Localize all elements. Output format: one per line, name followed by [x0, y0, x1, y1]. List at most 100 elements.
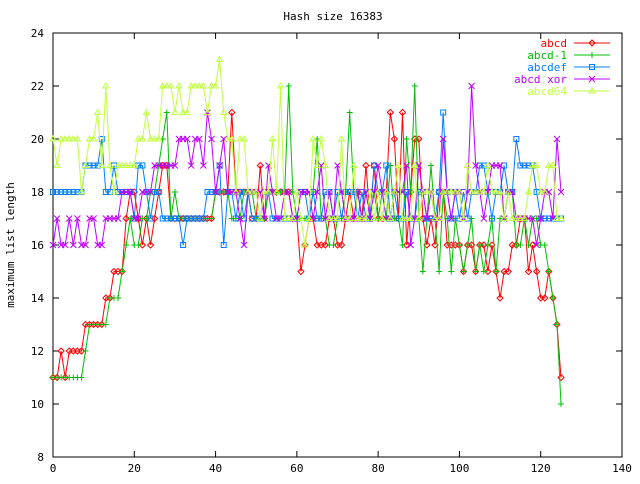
data-point-abcd64 [114, 161, 122, 168]
data-point-abcd64 [553, 214, 561, 221]
data-point-abcd64 [345, 214, 354, 221]
y-tick-label: 16 [31, 239, 44, 252]
data-point-abcd64 [455, 188, 464, 195]
data-point-abcd64 [146, 135, 155, 142]
data-point-abcd [484, 267, 492, 276]
legend-label-abcd: abcd [541, 37, 568, 50]
data-point-abcd-1 [436, 268, 443, 275]
data-point-abcdef [342, 189, 349, 195]
data-point-abcd64 [353, 214, 362, 221]
data-point-abcdef [318, 215, 325, 222]
data-point-abcdef [383, 162, 390, 169]
data-point-abcd-1 [119, 268, 126, 275]
data-point-abcd-xor [212, 188, 219, 196]
data-point-abcd-1 [558, 401, 565, 407]
data-point-abcd-1 [208, 215, 215, 222]
data-point-abcd [321, 241, 330, 249]
data-point-abcd64 [93, 108, 102, 115]
data-point-abcd64 [370, 214, 378, 221]
data-point-abcd64 [260, 188, 269, 195]
chart-title: Hash size 16383 [283, 10, 382, 23]
data-point-abcd [301, 241, 309, 249]
data-point-abcd64 [142, 108, 151, 115]
data-point-abcd64 [264, 188, 273, 195]
data-point-abcd-1 [448, 268, 455, 275]
data-point-abcdef [403, 189, 410, 195]
data-point-abcd-1 [525, 242, 532, 248]
data-point-abcd [504, 267, 512, 276]
data-point-abcd64 [97, 161, 106, 168]
data-point-abcd64 [179, 108, 187, 115]
data-point-abcd64 [187, 82, 196, 89]
data-point-abcd [532, 267, 541, 276]
series-line-abcd64 [52, 59, 561, 246]
y-tick-label: 22 [31, 80, 44, 93]
data-point-abcd64 [325, 214, 334, 221]
data-point-abcd64 [520, 214, 529, 221]
data-point-abcd64 [459, 214, 468, 221]
series-abcd64 [49, 55, 565, 248]
data-point-abcd [256, 161, 264, 170]
data-point-abcd-xor [171, 162, 179, 169]
data-point-abcd-xor [53, 215, 61, 222]
data-point-abcd64 [69, 135, 78, 142]
legend-label-abcd64: abcd64 [527, 85, 567, 98]
data-point-abcd64 [195, 82, 204, 89]
data-point-abcd-xor [557, 188, 565, 196]
x-tick-label: 60 [290, 462, 303, 475]
data-point-abcdef [220, 242, 227, 248]
data-point-abcd-1 [493, 268, 500, 275]
legend-marker-abcd-1 [589, 52, 595, 58]
data-point-abcd-1 [163, 109, 170, 116]
data-point-abcd64 [77, 188, 86, 195]
data-point-abcd64 [118, 161, 126, 168]
data-point-abcd64 [106, 161, 114, 168]
data-point-abcdef [204, 189, 211, 195]
data-point-abcd-1 [456, 242, 463, 248]
data-point-abcd64 [374, 188, 383, 195]
data-point-abcd64 [227, 135, 236, 142]
data-point-abcd-xor [423, 215, 431, 222]
legend-label-abcd-xor: abcd xor [514, 73, 567, 86]
data-point-abcd64 [162, 82, 171, 89]
data-point-abcd-1 [115, 295, 122, 301]
data-point-abcd64 [358, 214, 366, 221]
data-point-abcd64 [49, 135, 57, 142]
data-point-abcd-1 [285, 83, 292, 89]
data-point-abcd-xor [183, 135, 191, 143]
data-point-abcd64 [166, 82, 175, 89]
data-point-abcd-1 [123, 242, 130, 248]
data-point-abcdef [196, 215, 203, 222]
data-point-abcd64 [317, 135, 326, 142]
data-point-abcd64 [256, 214, 265, 221]
data-point-abcd [541, 294, 549, 302]
data-point-abcd64 [191, 82, 200, 89]
data-point-abcdef [102, 189, 109, 195]
data-point-abcd64 [483, 161, 492, 168]
data-point-abcd64 [313, 161, 322, 168]
data-point-abcd-xor [338, 188, 345, 196]
data-point-abcd-xor [496, 162, 504, 169]
data-point-abcd64 [244, 188, 252, 195]
data-point-abcd-xor [195, 135, 203, 143]
data-point-abcd-1 [403, 136, 410, 142]
data-point-abcd-xor [447, 215, 455, 222]
data-point-abcd64 [309, 135, 317, 142]
data-point-abcd-xor [240, 241, 248, 249]
data-point-abcd64 [544, 161, 553, 168]
data-point-abcd64 [183, 108, 192, 115]
data-point-abcd64 [276, 82, 285, 89]
data-point-abcd64 [268, 135, 277, 142]
data-point-abcd64 [418, 188, 427, 195]
data-point-abcd-1 [427, 162, 434, 169]
data-point-abcd-xor [69, 241, 77, 249]
data-point-abcd-xor [468, 82, 475, 90]
data-point-abcd64 [134, 135, 143, 142]
data-point-abcd64 [488, 188, 496, 195]
data-point-abcd-1 [549, 295, 556, 301]
data-point-abcdef [184, 215, 191, 222]
data-point-abcd-1 [135, 242, 142, 248]
data-point-abcd64 [207, 82, 216, 89]
legend-label-abcd-1: abcd-1 [527, 49, 567, 62]
data-point-abcdef [545, 215, 552, 222]
